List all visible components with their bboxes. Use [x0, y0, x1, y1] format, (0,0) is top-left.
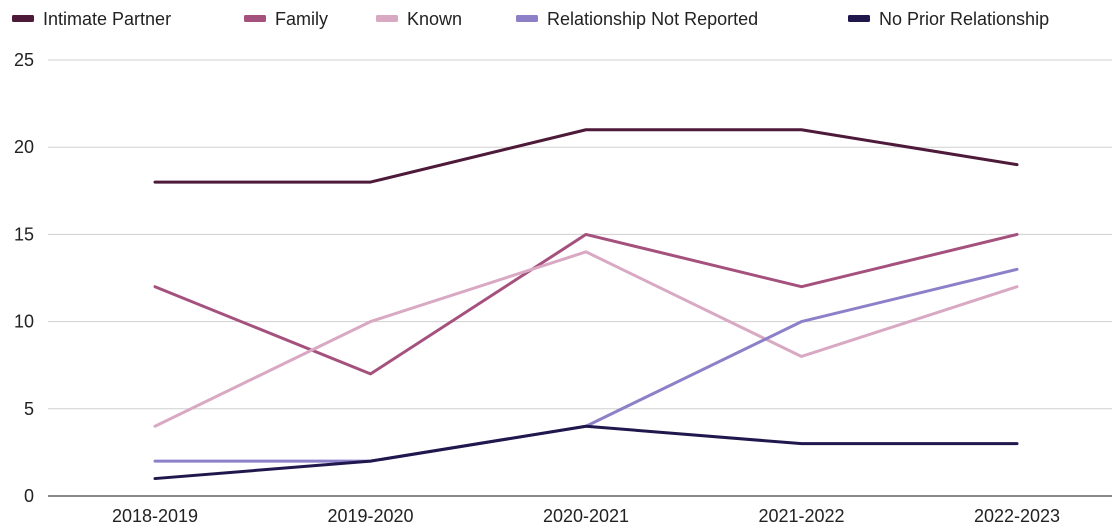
- y-axis-ticks: 0 5 10 15 20 25: [14, 50, 34, 506]
- legend-label: Intimate Partner: [43, 9, 171, 29]
- legend-item: Known: [376, 9, 462, 29]
- legend-item: Family: [244, 9, 328, 29]
- gridlines: [48, 59, 1112, 497]
- legend-item: Relationship Not Reported: [516, 9, 758, 29]
- legend-item: Intimate Partner: [12, 9, 171, 29]
- y-tick-label: 20: [14, 137, 34, 157]
- chart-legend: Intimate Partner Family Known Relationship …: [12, 9, 1049, 29]
- series-line: [153, 267, 1019, 463]
- y-tick-label: 25: [14, 50, 34, 70]
- x-tick-label: 2020-2021: [543, 506, 629, 525]
- x-tick-label: 2019-2020: [327, 506, 413, 525]
- series-line: [153, 250, 1019, 428]
- series-line: [153, 128, 1019, 184]
- legend-label: No Prior Relationship: [879, 9, 1049, 29]
- y-tick-label: 15: [14, 224, 34, 244]
- x-tick-label: 2018-2019: [112, 506, 198, 525]
- series-lines: [153, 128, 1019, 481]
- series-line: [153, 232, 1019, 376]
- series-line: [153, 424, 1019, 481]
- legend-swatch: [516, 15, 538, 22]
- y-tick-label: 0: [24, 486, 34, 506]
- legend-label: Relationship Not Reported: [547, 9, 758, 29]
- legend-swatch: [848, 15, 870, 22]
- legend-label: Known: [407, 9, 462, 29]
- legend-swatch: [244, 15, 266, 22]
- x-tick-label: 2022-2023: [974, 506, 1060, 525]
- y-tick-label: 10: [14, 312, 34, 332]
- x-axis-ticks: 2018-2019 2019-2020 2020-2021 2021-2022 2022…: [112, 506, 1060, 525]
- legend-swatch: [12, 15, 34, 22]
- legend-swatch: [376, 15, 398, 22]
- x-tick-label: 2021-2022: [758, 506, 844, 525]
- legend-label: Family: [275, 9, 328, 29]
- y-tick-label: 5: [24, 399, 34, 419]
- legend-item: No Prior Relationship: [848, 9, 1049, 29]
